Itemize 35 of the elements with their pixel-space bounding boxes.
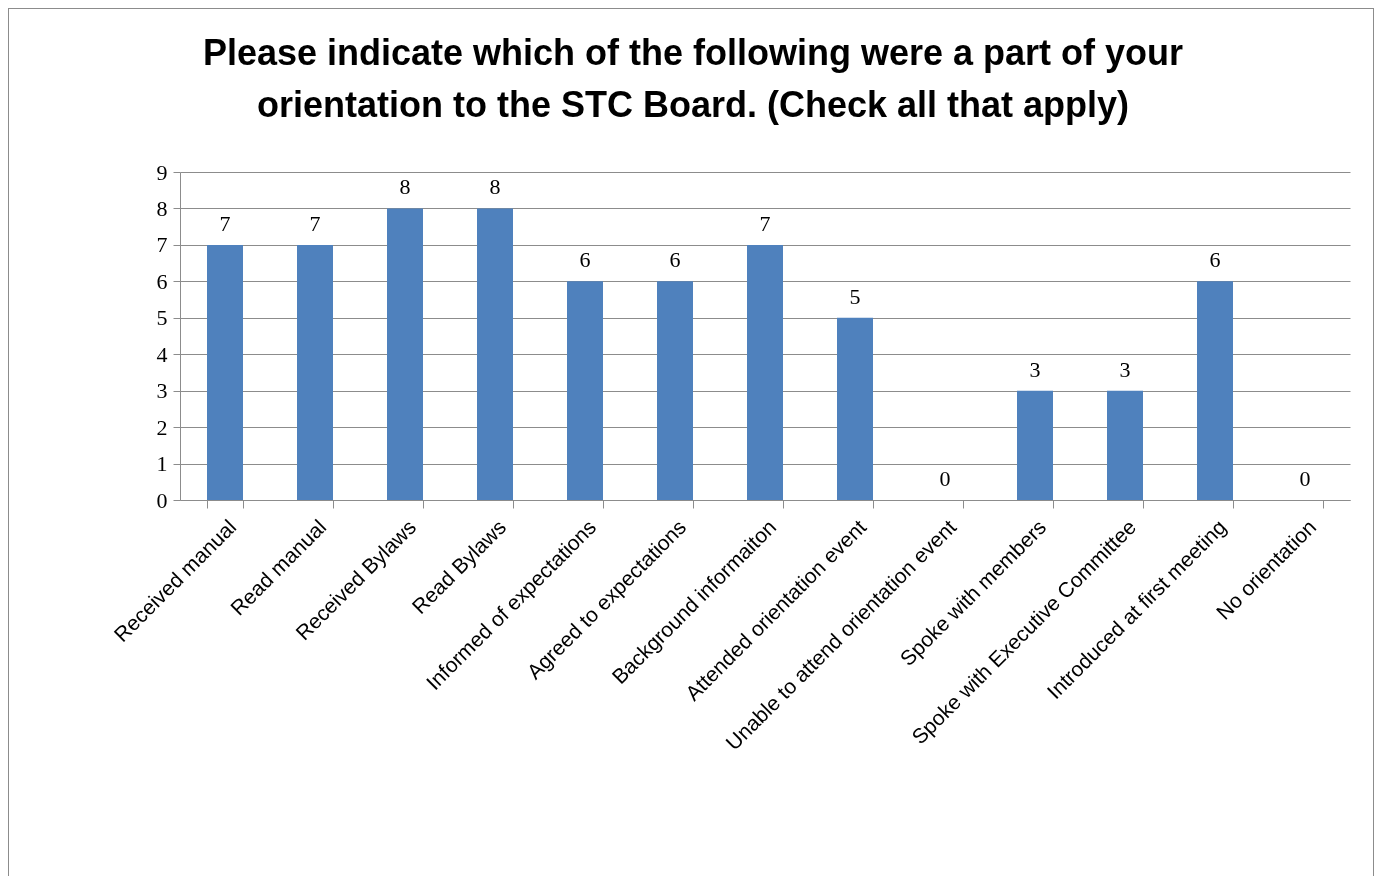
bar	[747, 244, 783, 500]
bar	[837, 317, 873, 500]
bar	[207, 244, 243, 500]
data-label: 6	[1209, 247, 1221, 273]
data-label: 8	[489, 174, 501, 200]
data-label: 8	[399, 174, 411, 200]
data-label: 7	[309, 210, 321, 236]
bar	[1017, 390, 1053, 500]
chart-title: Please indicate which of the following were a part of your orientation to the STC Board. (Check all that apply)	[202, 32, 1184, 125]
y-tick-label: 4	[156, 341, 168, 367]
data-label: 6	[669, 247, 681, 273]
data-label: 0	[939, 466, 951, 491]
bar	[567, 281, 603, 500]
y-tick-label: 5	[156, 305, 168, 331]
data-label: 7	[759, 210, 771, 236]
data-label: 7	[219, 210, 231, 236]
y-tick-label: 3	[156, 378, 168, 404]
y-tick-label: 8	[156, 195, 168, 221]
data-label: 3	[1119, 356, 1131, 382]
bar	[387, 208, 423, 500]
y-tick-label: 2	[156, 414, 168, 440]
y-tick-label: 7	[156, 232, 168, 258]
bar	[1107, 390, 1143, 500]
bar	[1197, 281, 1233, 500]
y-tick-label: 6	[156, 268, 168, 294]
y-tick-label: 0	[156, 487, 168, 513]
y-tick-label: 9	[156, 159, 168, 185]
bar	[297, 244, 333, 500]
bar	[477, 208, 513, 500]
data-label: 0	[1299, 466, 1311, 491]
data-label: 5	[849, 283, 861, 309]
bar	[657, 281, 693, 500]
y-tick-label: 1	[156, 451, 168, 477]
data-label: 3	[1029, 356, 1041, 382]
data-label: 6	[579, 247, 591, 273]
